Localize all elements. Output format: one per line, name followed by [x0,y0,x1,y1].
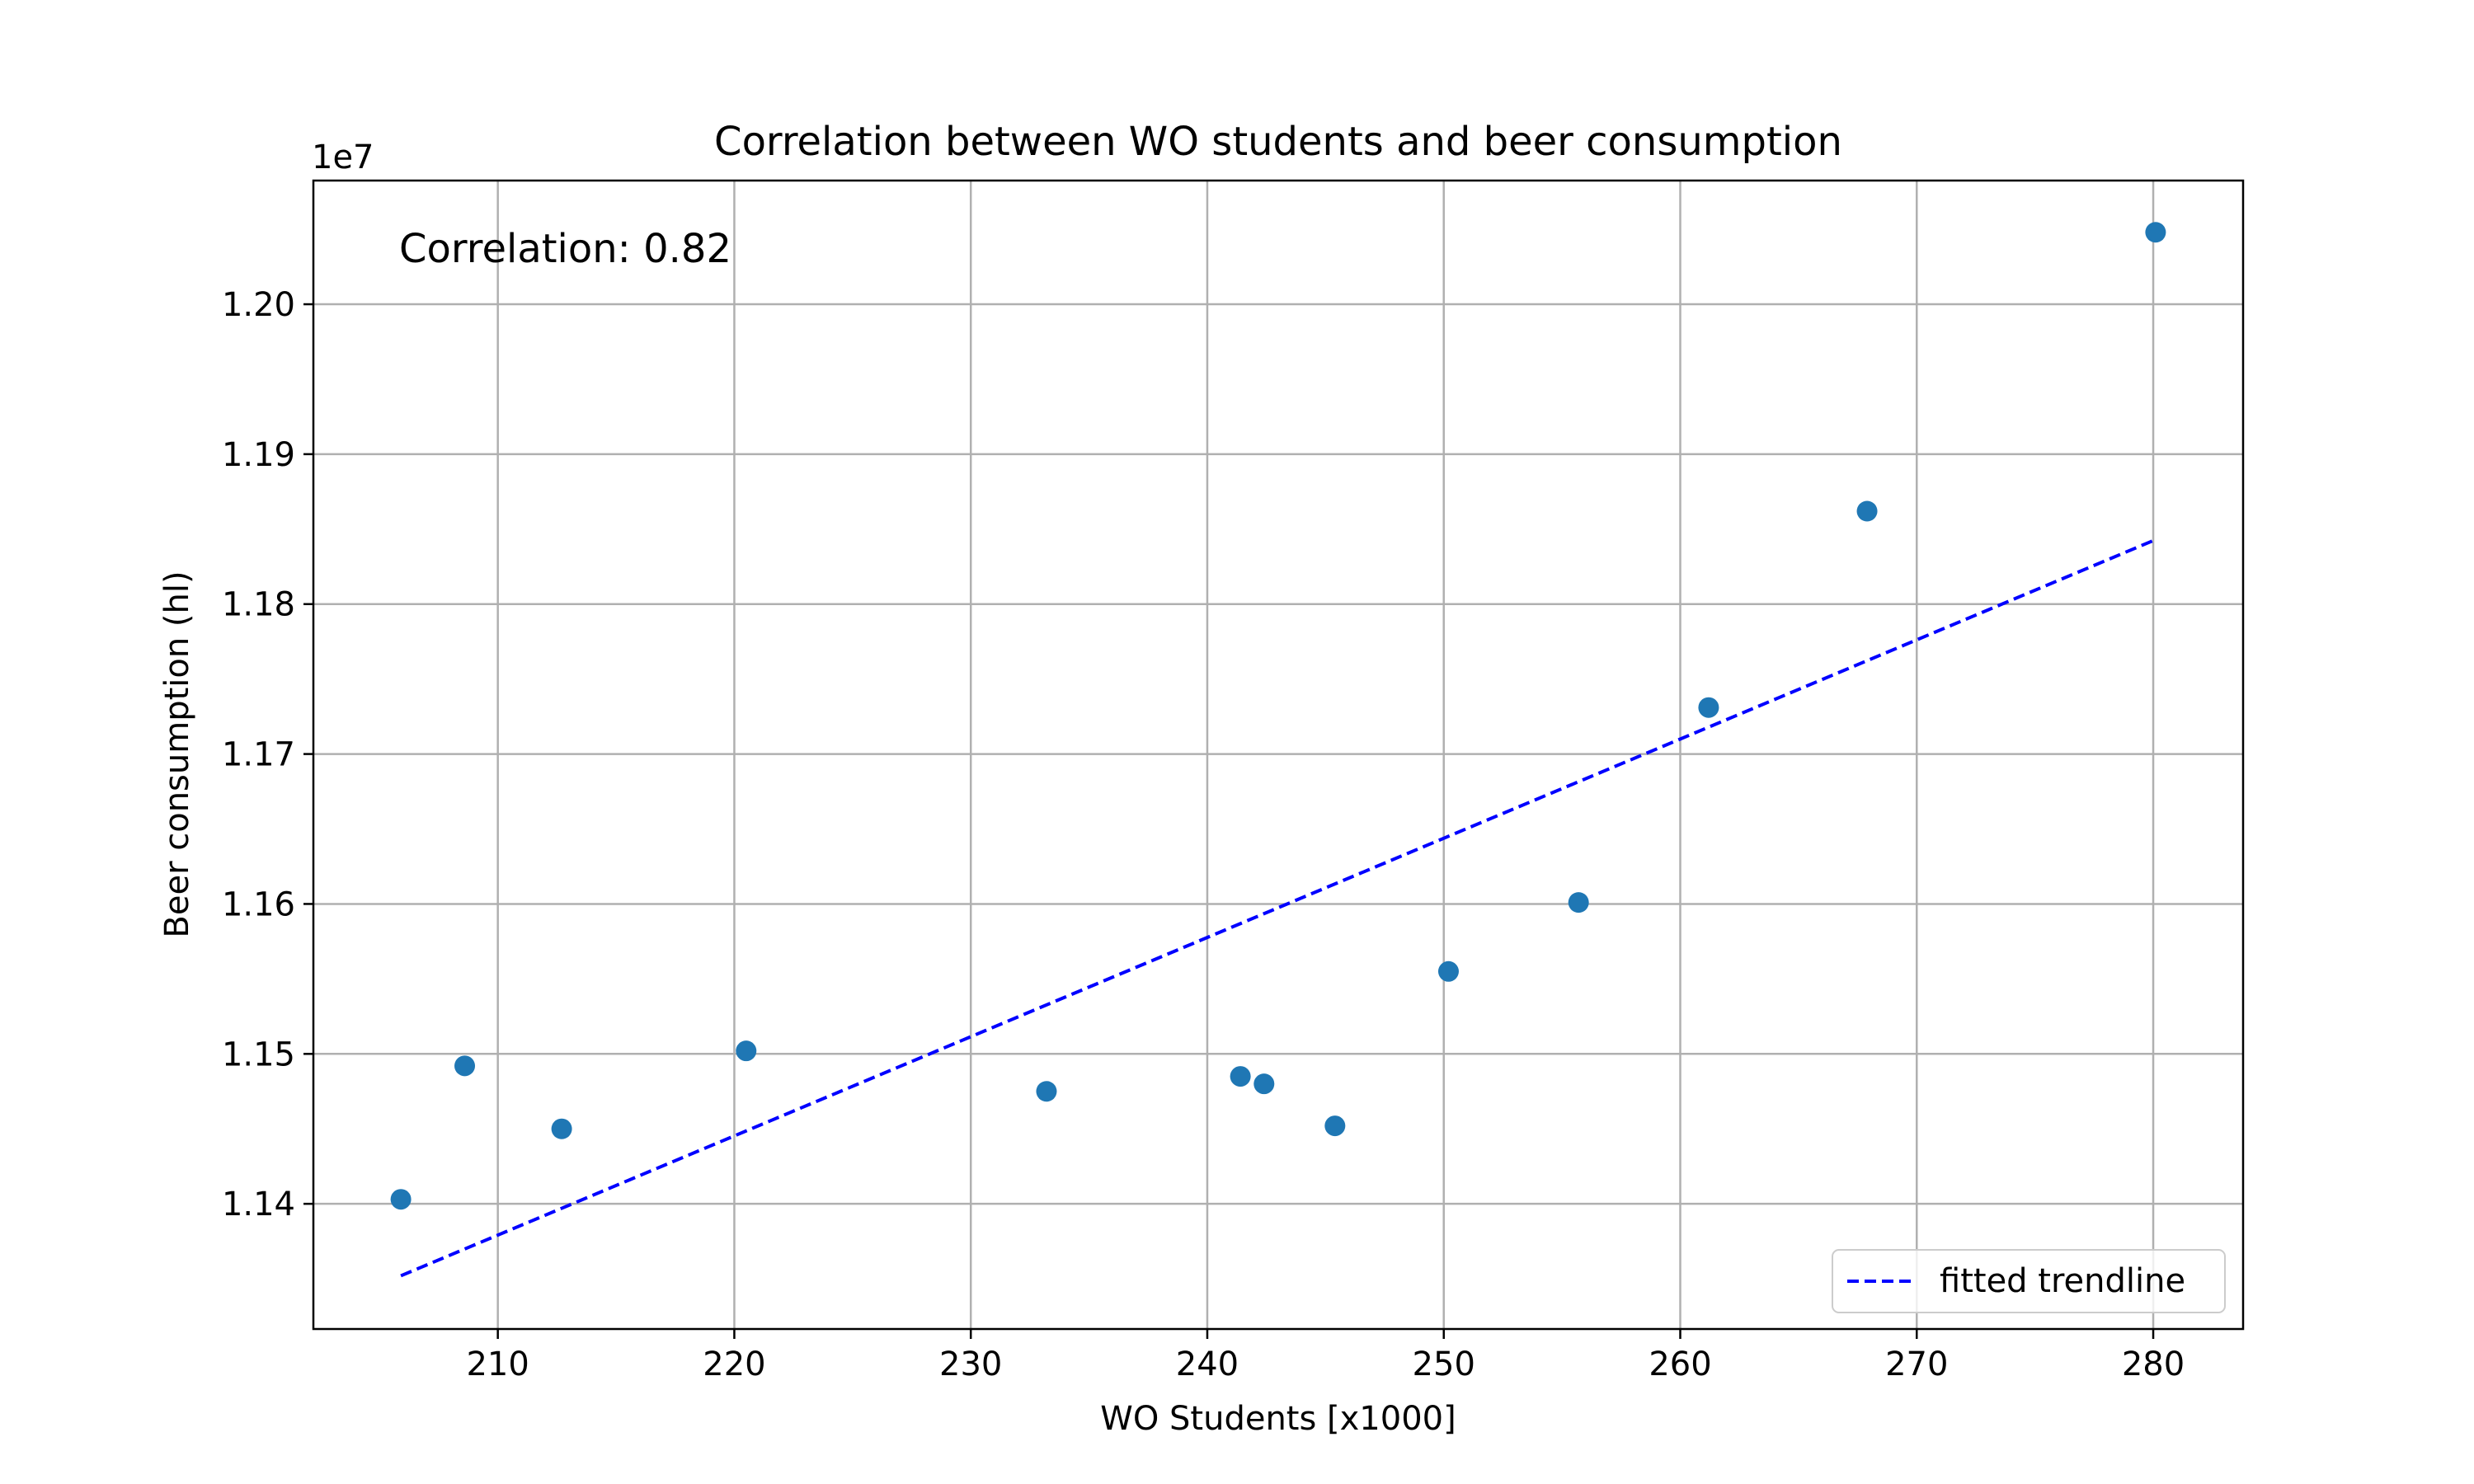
data-point [1698,697,1719,718]
data-point [1324,1115,1346,1137]
y-tick-label: 1.16 [222,885,295,923]
legend: fitted trendline [1832,1249,2226,1313]
x-tick-label: 220 [703,1345,765,1383]
data-point [1856,500,1878,522]
data-point [551,1118,572,1139]
y-axis-offset-label: 1e7 [312,139,374,176]
grid [313,181,2243,1329]
y-axis-ticks: 1.14 1.15 1.16 1.17 1.18 1.19 1.20 [222,286,313,1223]
y-tick-label: 1.14 [222,1186,295,1223]
correlation-annotation: Correlation: 0.82 [399,226,731,272]
x-tick-label: 260 [1649,1345,1711,1383]
data-point [1230,1066,1251,1087]
data-point [1568,892,1589,913]
chart-title: Correlation between WO students and beer… [714,119,1842,165]
x-tick-label: 280 [2122,1345,2185,1383]
y-tick-label: 1.18 [222,586,295,624]
y-tick-label: 1.20 [222,286,295,324]
legend-label-trendline: fitted trendline [1940,1262,2185,1300]
trendline-layer [400,538,2157,1278]
y-tick-label: 1.17 [222,736,295,774]
points-layer [390,222,2166,1210]
y-tick-label: 1.19 [222,436,295,474]
data-point [1437,960,1459,982]
x-tick-label: 250 [1413,1345,1475,1383]
legend-box [1832,1249,2226,1313]
x-axis-label: WO Students [x1000] [1100,1400,1456,1438]
data-point [2145,222,2166,243]
x-tick-label: 240 [1176,1345,1239,1383]
x-tick-label: 230 [939,1345,1002,1383]
data-point [1036,1081,1057,1102]
data-point [454,1055,476,1077]
y-tick-label: 1.15 [222,1036,295,1073]
x-axis-ticks: 210 220 230 240 250 260 270 280 [466,1329,2185,1383]
y-axis-label: Beer consumption (hl) [158,571,196,937]
data-point [736,1040,757,1062]
x-tick-label: 210 [466,1345,529,1383]
x-tick-label: 270 [1885,1345,1948,1383]
data-point [1253,1073,1275,1095]
data-point [390,1189,412,1210]
trendline [400,538,2157,1278]
